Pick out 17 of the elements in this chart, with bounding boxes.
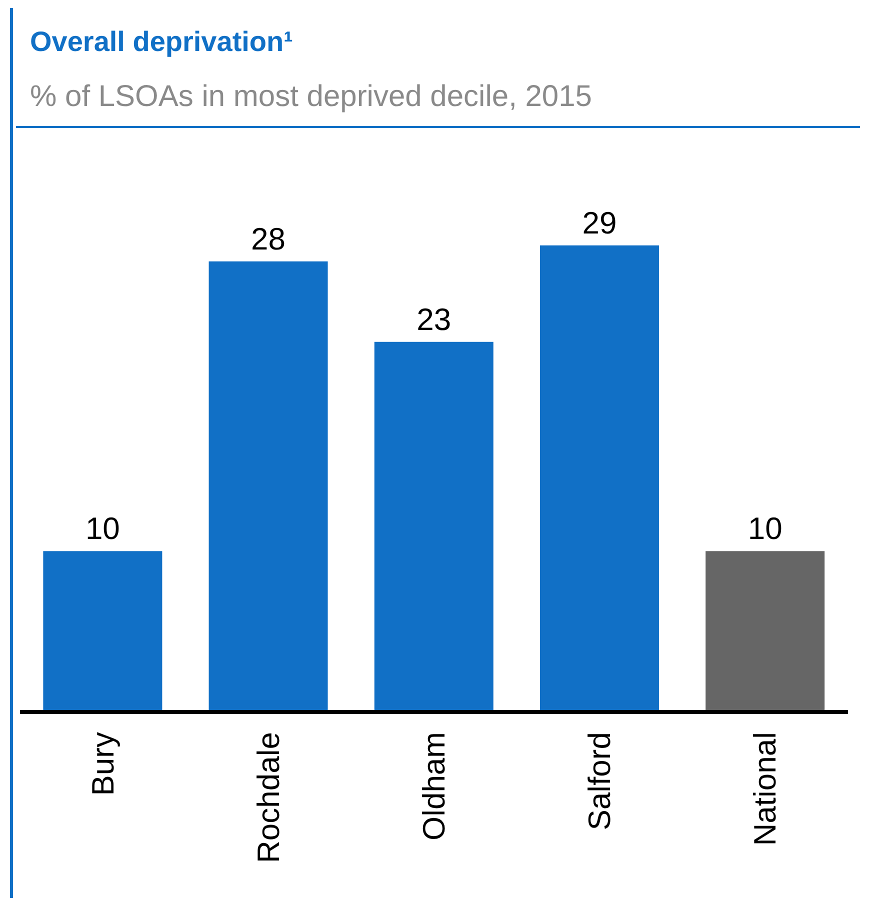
x-tick-label: Salford [582,732,618,830]
data-label: 29 [582,205,617,240]
x-tick-label: National [748,732,783,846]
data-label: 10 [85,511,120,546]
bar [208,261,328,712]
x-tick-label: Rochdale [250,732,286,863]
x-tick-label: Bury [85,732,120,796]
data-label: 23 [416,302,452,337]
bar [374,342,494,712]
bar [540,245,659,712]
data-label: 10 [748,511,782,546]
bar [43,551,162,712]
x-tick-label: Oldham [416,732,452,841]
bar [706,551,825,712]
chart-title: Overall deprivation¹ [30,26,293,58]
chart-subtitle: % of LSOAs in most deprived decile, 2015 [30,80,592,114]
data-label: 28 [251,221,286,256]
